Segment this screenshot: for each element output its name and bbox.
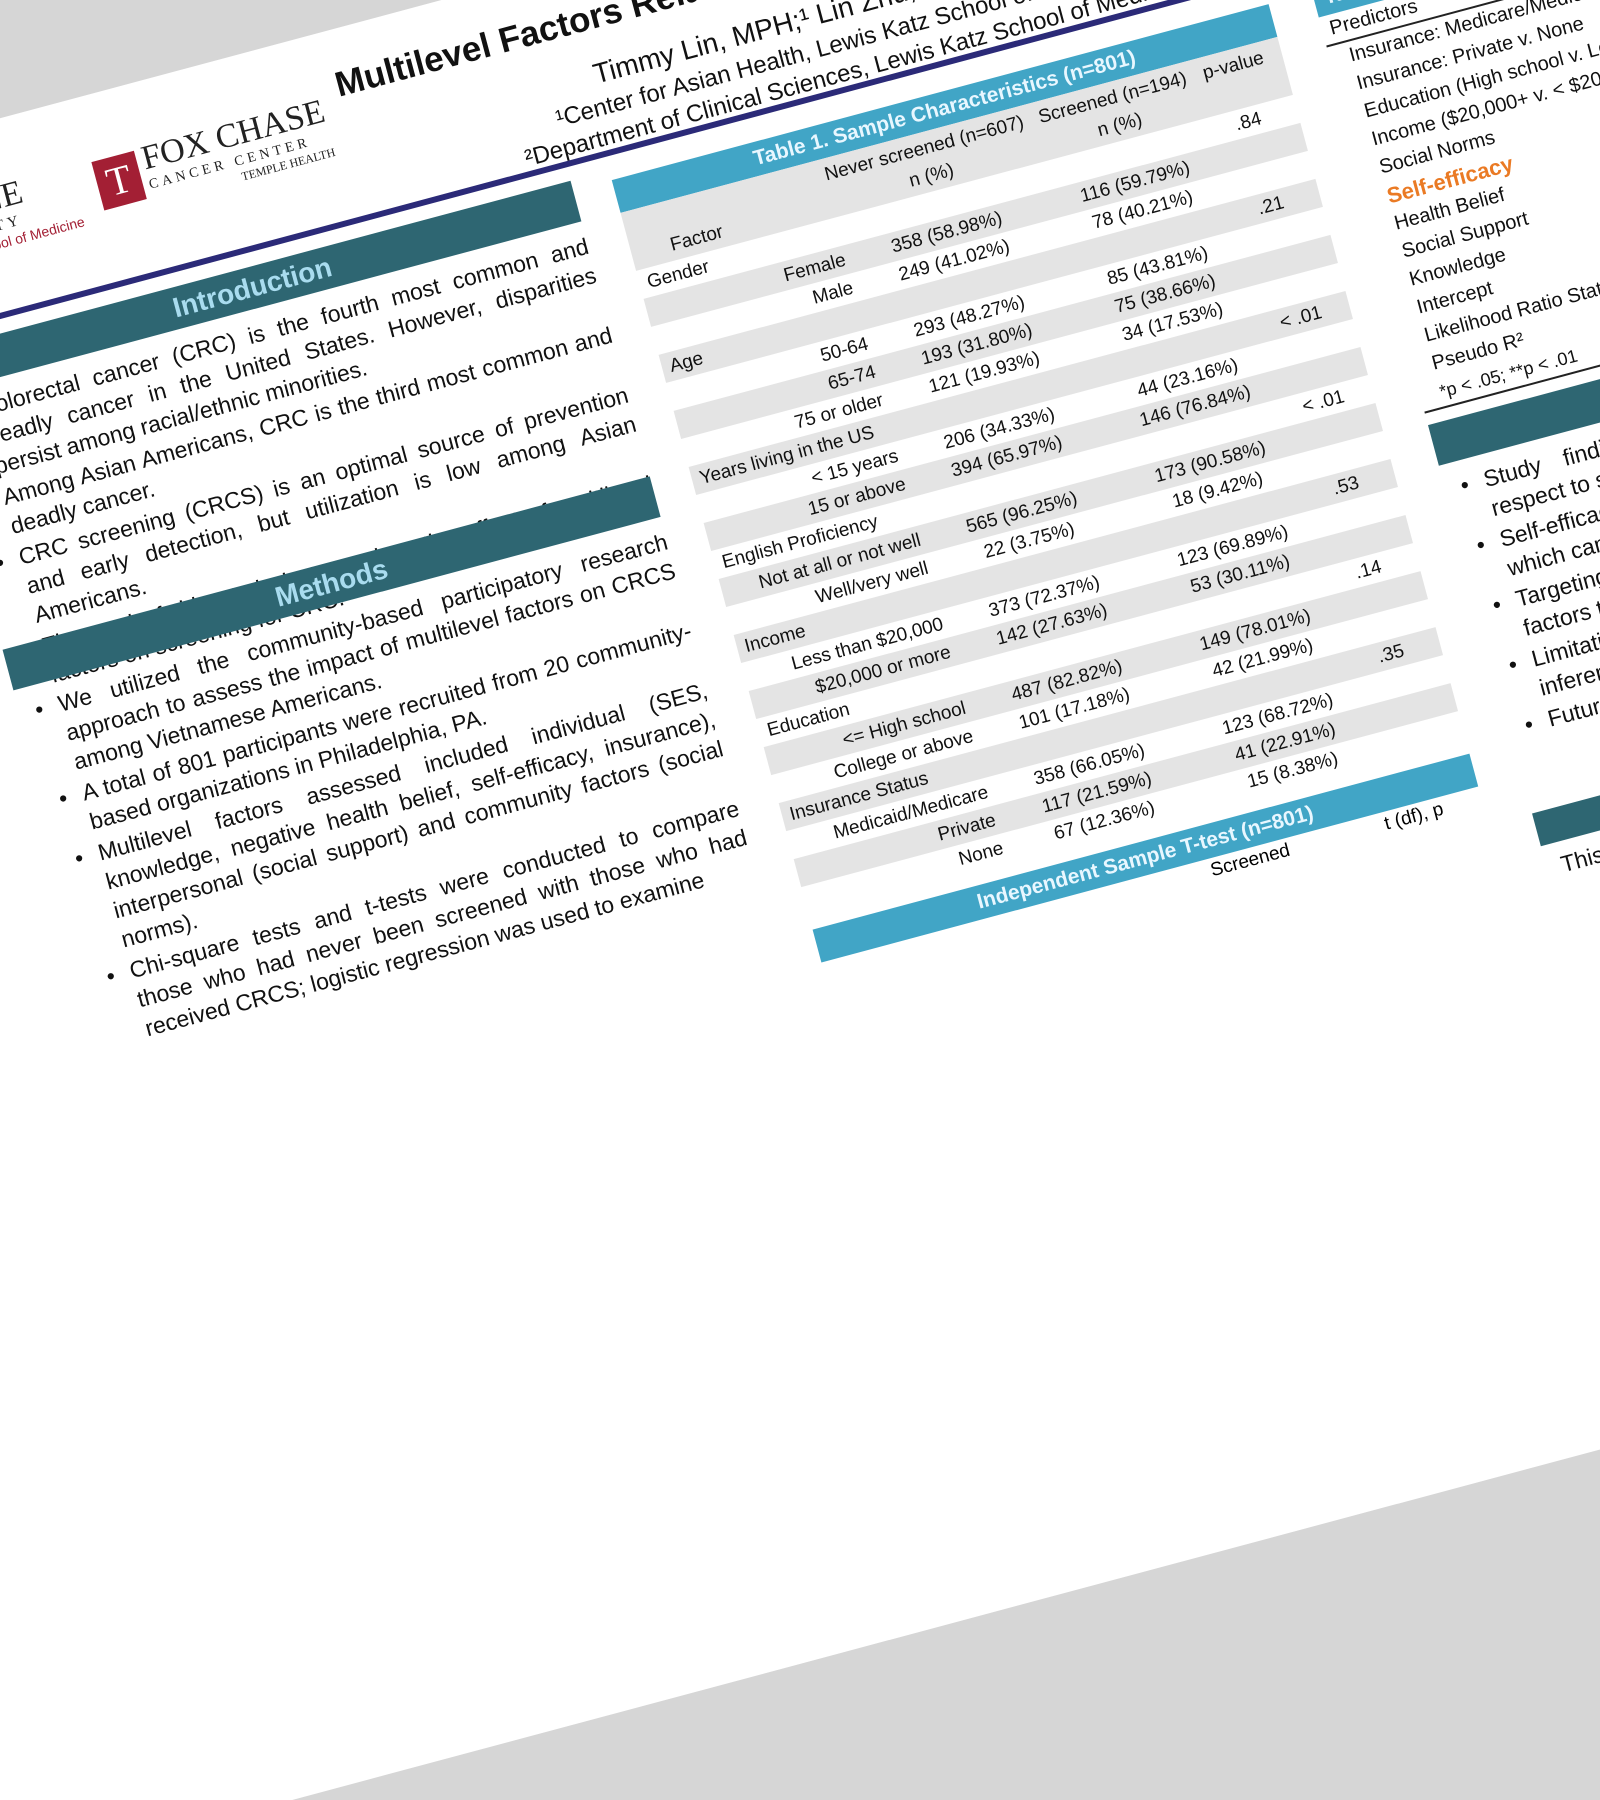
- poster: TEMPLE UNIVERSITY Lewis Katz School of M…: [0, 0, 1600, 1729]
- page: TEMPLE UNIVERSITY Lewis Katz School of M…: [0, 0, 1600, 900]
